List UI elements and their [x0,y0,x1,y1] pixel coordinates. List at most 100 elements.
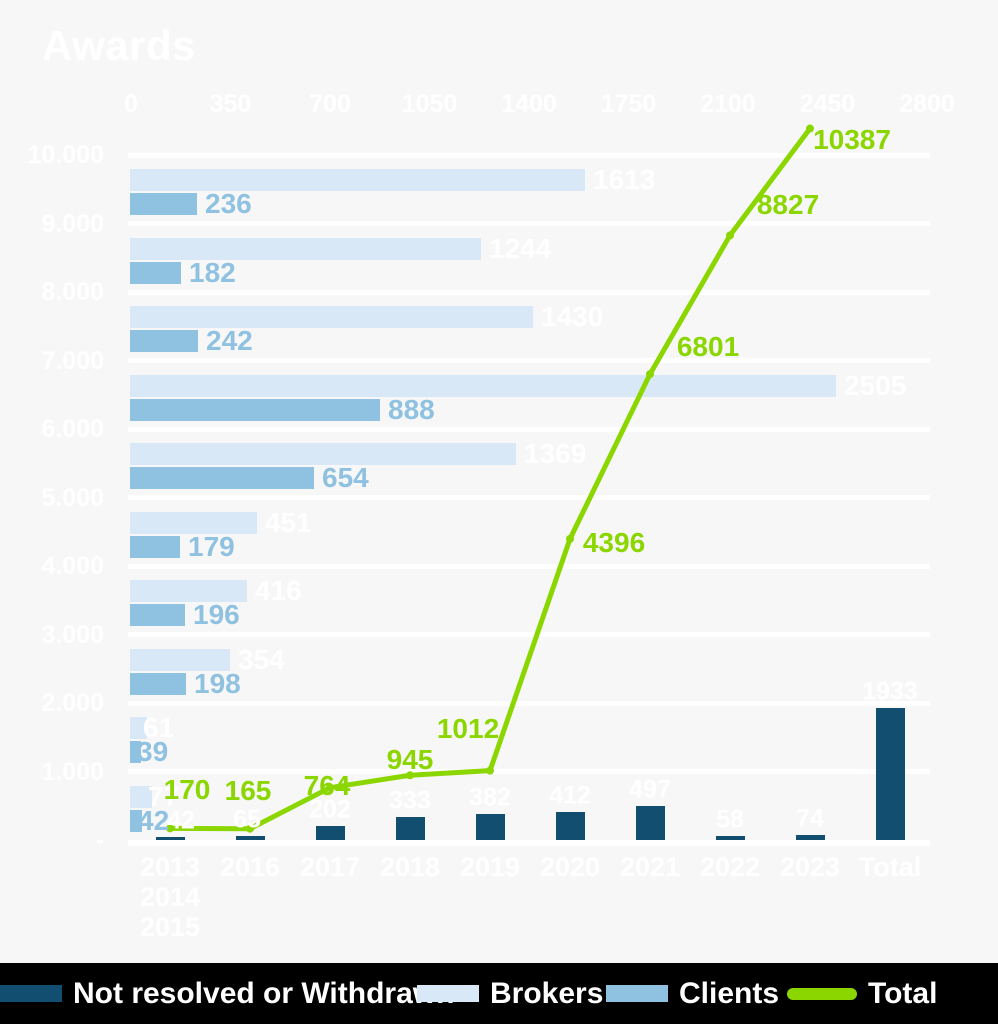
clients-bar[interactable] [130,809,142,832]
clients-bar[interactable] [130,604,185,626]
brokers-bar[interactable] [130,785,152,808]
brokers-value-label: 1430 [541,301,604,332]
x-axis-label: 2022 [699,852,761,882]
grid-line [128,152,930,158]
legend-label: Total [868,976,938,1010]
x-axis-label: 2019 [459,852,521,882]
not-resolved-value-label: 202 [309,795,351,824]
grid-line [128,563,930,569]
clients-value-label: 42 [138,804,170,836]
clients-value-label: 654 [322,462,369,493]
not-resolved-value-label: 497 [629,775,671,804]
legend-item-clients[interactable]: Clients [606,963,779,1024]
top-axis-tick: 700 [309,90,351,118]
grid-line [128,426,930,432]
brokers-value-label: 77 [148,780,180,812]
left-axis-tick: 2.000 [41,689,104,717]
clients-value-label: 182 [189,256,236,288]
not-resolved-value-label: 74 [796,804,824,833]
clients-bar[interactable] [130,261,181,284]
brokers-bar[interactable] [130,374,836,397]
x-axis-label: 2017 [299,852,361,882]
brokers-bar[interactable] [130,306,533,328]
left-axis-tick: 4.000 [41,552,104,580]
left-axis-tick: 3.000 [41,620,104,649]
grid-line [128,700,930,706]
left-axis-tick: 10.000 [27,141,104,169]
top-axis-tick: 2800 [899,90,955,118]
top-axis-tick: 350 [209,90,252,118]
legend-label: Clients [679,976,780,1010]
left-axis-tick: 1.000 [41,757,104,786]
total-value-label: 764 [303,769,351,801]
total-point[interactable] [566,534,574,543]
grid-line [128,289,930,295]
brokers-value-label: 2505 [844,369,907,401]
brokers-value-label: 354 [238,643,285,675]
clients-value-label: 888 [388,393,435,425]
brokers-bar[interactable] [130,717,147,739]
total-value-label: 1012 [436,712,500,744]
x-axis-label: 2018 [379,852,441,882]
top-axis-tick: 1750 [600,90,657,118]
not-resolved-bar[interactable] [475,814,505,840]
grid-line [128,358,930,363]
legend-color-swatch [0,985,62,1002]
not-resolved-bar[interactable] [795,835,825,840]
not-resolved-bar[interactable] [635,806,665,840]
left-axis-tick: 8.000 [41,278,104,306]
not-resolved-bar[interactable] [715,836,745,840]
legend-line-swatch [787,987,857,1000]
chart-title: Awards [42,22,196,69]
brokers-bar[interactable] [130,169,585,191]
left-axis-tick: 5.000 [41,483,104,512]
x-axis-label: 2023 [779,852,841,882]
legend-label: Not resolved or Withdrawn [73,976,455,1010]
not-resolved-bar[interactable] [555,812,585,840]
not-resolved-bar[interactable] [395,817,425,840]
legend-item-not-resolved-or-withdrawn[interactable]: Not resolved or Withdrawn [0,963,454,1024]
clients-value-label: 236 [205,188,252,219]
clients-value-label: 196 [193,599,240,630]
top-axis-tick: 2100 [700,90,756,118]
x-axis-label: 2021 [619,852,681,882]
not-resolved-bar[interactable] [155,837,185,840]
left-axis-tick: 9.000 [41,209,104,238]
not-resolved-value-label: 1933 [862,677,918,706]
legend-label: Brokers [490,976,604,1010]
total-value-label: 8827 [756,189,820,221]
not-resolved-bar[interactable] [315,826,345,840]
not-resolved-bar[interactable] [875,708,905,840]
total-value-label: 170 [163,774,211,806]
top-axis-tick: 1050 [401,90,458,118]
total-value-label: 165 [224,774,272,806]
clients-bar[interactable] [130,535,180,558]
grid-line [128,632,930,637]
clients-bar[interactable] [130,467,314,489]
total-value-label: 10387 [813,124,891,156]
total-value-label: 945 [386,744,434,776]
left-axis-tick: - [95,826,104,854]
total-point[interactable] [726,231,734,240]
brokers-bar[interactable] [130,237,481,260]
brokers-value-label: 61 [143,712,175,743]
top-axis-tick: 0 [124,90,138,118]
not-resolved-value-label: 412 [549,781,591,810]
brokers-value-label: 1244 [489,232,552,264]
grid-line [128,769,930,774]
clients-bar[interactable] [130,741,141,763]
x-axis-label: 2016 [219,852,281,882]
legend-item-total[interactable]: Total [787,963,937,1024]
legend-color-swatch [606,985,668,1002]
not-resolved-value-label: 42 [167,806,195,835]
clients-bar[interactable] [130,193,197,215]
not-resolved-bar[interactable] [235,836,265,840]
clients-bar[interactable] [130,330,198,352]
legend-color-swatch [417,985,479,1002]
clients-bar[interactable] [130,398,380,421]
legend-item-brokers[interactable]: Brokers [417,963,603,1024]
grid-line [128,221,930,226]
clients-bar[interactable] [130,672,186,695]
total-value-label: 6801 [676,331,740,363]
